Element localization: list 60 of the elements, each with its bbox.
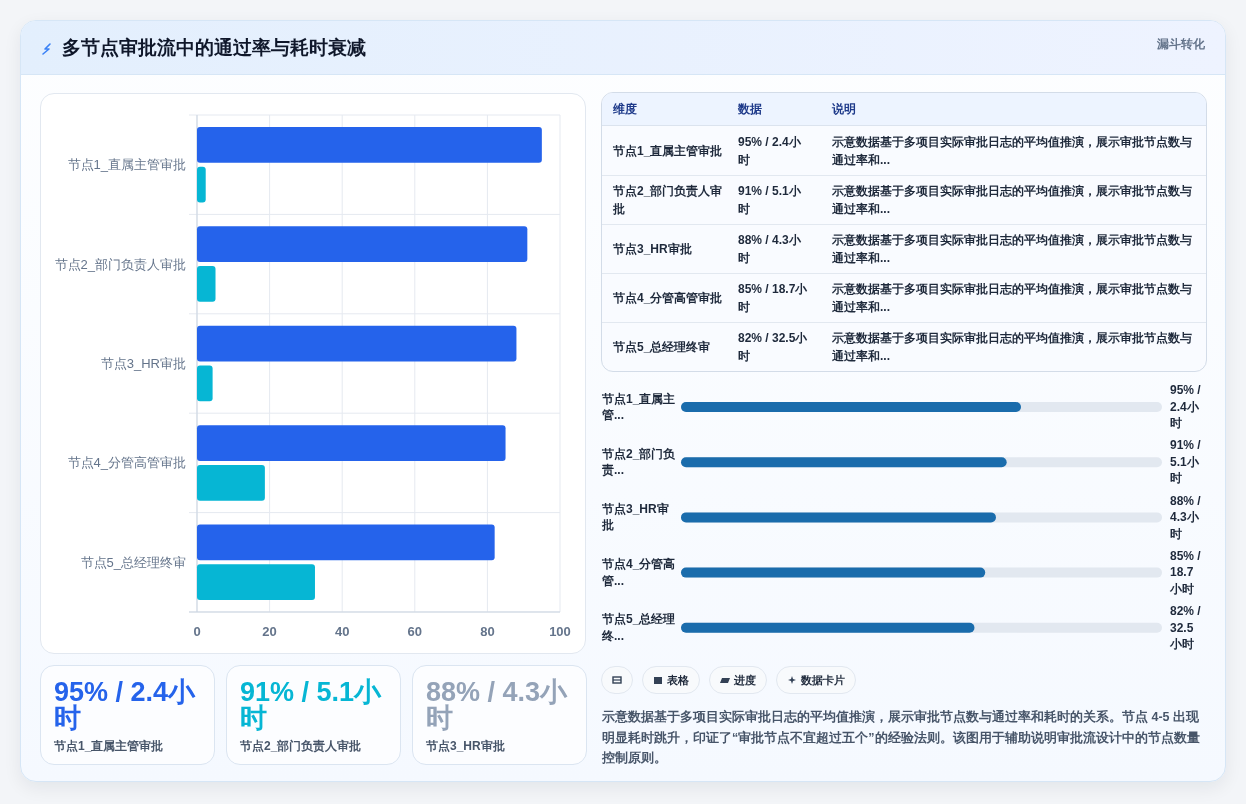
- category-label: 节点1_直属主管审批: [54, 738, 164, 754]
- text: 示意数据基于多项目实际审批日志的平均值推演，展示审批节点数与通过率和...: [832, 184, 1192, 216]
- data-label: 88% / 4.3小时: [1170, 492, 1202, 543]
- text: 示意数据基于多项目实际审批日志的平均值推演，展示审批节点数与通过率和...: [832, 134, 1192, 167]
- bar: [197, 564, 315, 601]
- text: 88% / 4.3小时: [738, 233, 801, 265]
- bar: [197, 266, 216, 302]
- bar: [197, 464, 265, 501]
- y-tick-label: 节点1_直属主管审批: [67, 157, 186, 173]
- x-tick-label: 0: [193, 623, 201, 639]
- text: 示意数据基于多项目实际审批日志的平均值推演，展示审批节点数与通过率和...: [832, 233, 1192, 265]
- y-tick-label: 节点2_部门负责人审批: [54, 256, 186, 272]
- bar: [197, 425, 506, 461]
- x-tick-label: 80: [480, 623, 495, 639]
- category-label: 表格: [667, 672, 689, 688]
- text: 91% / 5.1小时: [738, 184, 801, 216]
- category-label: 节点5_总经理终审: [613, 340, 711, 354]
- category-label: 节点1_直属主管审批: [613, 143, 723, 158]
- bar: [197, 325, 517, 362]
- text: 多节点审批流中的通过率与耗时衰减: [62, 36, 366, 60]
- text: 95% / 2.4小时: [54, 677, 196, 733]
- category-label: 节点3_HR审批: [426, 738, 505, 754]
- category-label: 数据: [738, 101, 762, 118]
- y-tick-label: 节点3_HR审批: [100, 356, 186, 371]
- text: 91% / 5.1小时: [240, 677, 382, 733]
- x-tick-label: 40: [334, 623, 350, 639]
- text: 88% / 4.3小时: [426, 677, 568, 733]
- bar: [197, 524, 495, 561]
- y-tick-label: 节点5_总经理终...: [602, 611, 677, 645]
- bar: [197, 166, 206, 203]
- category-label: 数据卡片: [801, 672, 845, 688]
- text: 漏斗转化: [1157, 36, 1205, 52]
- y-tick-label: 节点4_分管高管...: [602, 556, 677, 590]
- y-tick-label: 节点2_部门负责...: [602, 445, 677, 479]
- data-label: 91% / 5.1小时: [1170, 437, 1202, 487]
- category-label: 节点3_HR审批: [613, 242, 692, 256]
- text: 示意数据基于多项目实际审批日志的平均值推演，展示审批节点数与通过率和...: [832, 282, 1192, 314]
- y-tick-label: 节点3_HR审批: [602, 500, 670, 534]
- category-label: 维度: [613, 101, 637, 118]
- text: 示意数据基于多项目实际审批日志的平均值推演，展示审批节点数与通过率和...: [832, 331, 1192, 363]
- text: 85% / 18.7小时: [738, 282, 808, 314]
- category-label: 节点4_分管高管审批: [613, 291, 723, 305]
- y-tick-label: 节点5_总经理终审: [80, 554, 186, 570]
- bar: [197, 126, 542, 163]
- y-tick-label: 节点1_直属主管...: [602, 390, 677, 424]
- bar: [197, 365, 213, 402]
- data-label: 85% / 18.7小时: [1170, 547, 1202, 598]
- bar: [197, 226, 528, 263]
- category-label: 说明: [832, 101, 856, 118]
- x-tick-label: 100: [549, 623, 571, 639]
- data-label: 95% / 2.4小时: [1170, 382, 1202, 432]
- category-label: 节点2_部门负责人审批: [240, 738, 362, 754]
- text: 82% / 32.5小时: [738, 331, 808, 363]
- category-label: 进度: [734, 672, 756, 688]
- data-label: 82% / 32.5小时: [1170, 603, 1202, 653]
- text: 示意数据基于多项目实际审批日志的平均值推演，展示审批节点数与通过率和耗时的关系。节点 4-5 出现明显耗时跳升，印证了“审批节点不宜超过五个”的经验法则。该图用于辅助说明审批流设计中的节点数量控制原则。: [602, 708, 1201, 767]
- x-tick-label: 20: [262, 623, 277, 639]
- y-tick-label: 节点4_分管高管审批: [67, 455, 186, 471]
- text: 95% / 2.4小时: [738, 134, 801, 167]
- x-tick-label: 60: [407, 623, 423, 639]
